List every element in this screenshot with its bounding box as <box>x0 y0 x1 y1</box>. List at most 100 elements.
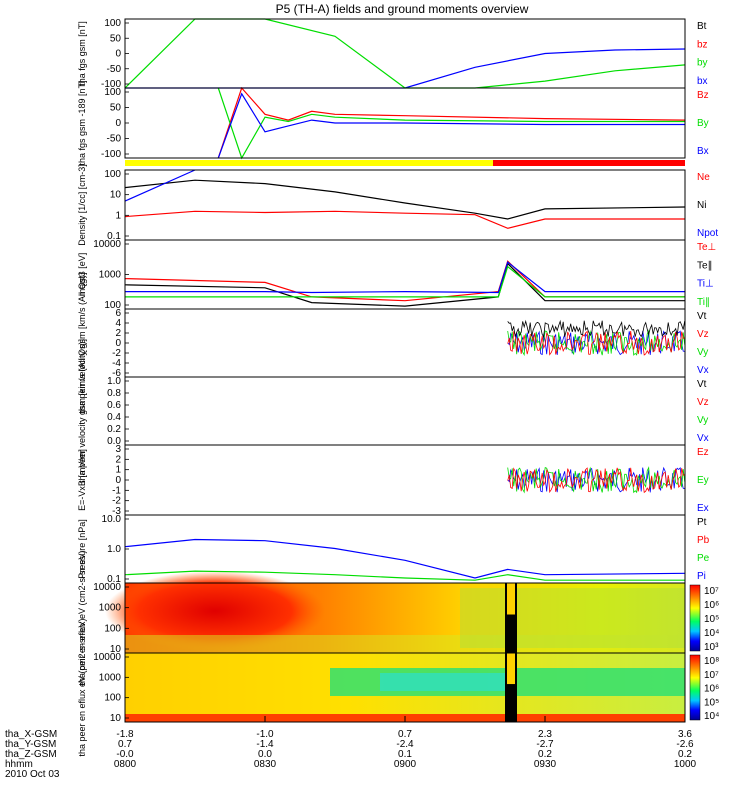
series-Bz-line <box>217 86 686 159</box>
spectrogram-cyan-region <box>380 673 510 691</box>
y-axis-label: tha peer velocity gsm [km/s (All Qs)] <box>77 339 87 483</box>
colorbar-label: 10⁴ <box>704 711 719 722</box>
legend-entry: by <box>697 58 708 69</box>
legend-entry: Vt <box>697 311 707 322</box>
series-Ni-line <box>124 179 686 220</box>
panel-frame <box>124 18 686 89</box>
legend-entry: Vx <box>697 365 709 376</box>
axis-row-label: hhmm <box>5 759 33 770</box>
spectrogram-green-region <box>460 588 685 648</box>
y-tick-label: 0.2 <box>107 424 121 435</box>
y-axis-label: tha peir en eflux eV (cm2-s-sr-eV) <box>77 550 87 685</box>
legend-entry: Ti∥ <box>697 297 710 308</box>
y-tick-label: 1.0 <box>107 544 121 555</box>
y-tick-label: -1 <box>112 485 121 496</box>
y-tick-label: 100 <box>104 623 121 634</box>
y-tick-label: 0.1 <box>107 231 121 242</box>
panel-3: Ne Ni Npot 100 10 1 0.1 Density [1/cc] [cm-3] <box>77 164 718 246</box>
legend-entry: Ex <box>697 503 709 514</box>
legend-entry: Bx <box>697 146 709 157</box>
y-tick-label: 0 <box>115 49 121 60</box>
y-tick-label: 0.0 <box>107 436 121 447</box>
axis-row-value: 0.7 <box>118 739 132 750</box>
mode-bar-slow <box>125 160 493 166</box>
axis-row-value: 1000 <box>674 759 697 770</box>
series-Ey-noise <box>507 466 686 494</box>
series-Te∥-line <box>124 262 685 307</box>
colorbar <box>689 654 701 721</box>
series-Pi-line <box>124 538 686 579</box>
axis-row-value: 0930 <box>534 759 557 770</box>
axis-row-value: 0.2 <box>538 749 552 760</box>
plot-date: 2010 Oct 03 <box>5 769 60 780</box>
series-Vy-noise <box>507 329 686 357</box>
colorbar <box>689 584 701 652</box>
y-tick-label: 10000 <box>93 582 121 593</box>
legend-entry: Vz <box>697 397 709 408</box>
legend-entry: Ey <box>697 475 709 486</box>
y-tick-label: 6 <box>115 308 121 319</box>
legend-entry: Ti⊥ <box>697 279 714 290</box>
series-Ti⊥-line <box>125 261 685 294</box>
y-tick-label: -50 <box>107 64 122 75</box>
axis-row-value: 0.2 <box>678 749 692 760</box>
panel-2: Bz By Bx 100 50 0 -50 -100 tha fgs gsm -189 [nT] <box>77 80 709 165</box>
legend-entry: Bz <box>697 90 709 101</box>
colorbar-label: 10⁵ <box>704 697 719 708</box>
y-tick-label: -4 <box>112 358 121 369</box>
series-bx-line <box>125 48 686 89</box>
y-tick-label: 10.0 <box>102 514 122 525</box>
y-tick-label: 50 <box>110 103 122 114</box>
axis-row-value: 0830 <box>254 759 277 770</box>
panel-frame <box>124 444 686 516</box>
y-tick-label: 10 <box>110 190 122 201</box>
y-tick-label: -100 <box>101 149 121 160</box>
y-axis-label: E=-VxB [mV/m] <box>77 449 87 511</box>
legend-entry: Te∥ <box>697 260 713 271</box>
y-tick-label: -3 <box>112 506 121 517</box>
y-tick-label: 0 <box>115 338 121 349</box>
colorbar-label: 10⁷ <box>704 586 719 597</box>
series-Bx-line <box>217 92 685 159</box>
y-axis-label: tha peir velocity gsm [km/s (All Qs)] <box>77 272 87 413</box>
axis-row-value: 3.6 <box>678 729 692 740</box>
y-tick-label: 10000 <box>93 652 121 663</box>
legend-entry: bz <box>697 39 708 50</box>
colorbar-label: 10⁴ <box>704 628 719 639</box>
legend-entry: Vx <box>697 433 709 444</box>
legend-entry: Vy <box>697 347 708 358</box>
legend-entry: Bt <box>697 21 707 32</box>
spectrogram-gap-fill <box>507 653 515 685</box>
axis-row-value: 0800 <box>114 759 137 770</box>
y-tick-label: 10 <box>110 713 122 724</box>
mode-bar-fast <box>493 160 685 166</box>
panel-4: Te⊥ Te∥ Ti⊥ Ti∥ 10000 1000 100 magt3 [eV] <box>77 239 716 311</box>
legend-entry: Ne <box>697 172 710 183</box>
axis-row-value: 0.1 <box>398 749 412 760</box>
colorbar-label: 10⁸ <box>704 656 719 667</box>
legend-entry: Vy <box>697 415 708 426</box>
axis-row-label: tha_Z-GSM <box>5 749 57 760</box>
spectrogram-low-band <box>125 635 685 653</box>
legend-entry: Pe <box>697 553 710 564</box>
spectrogram-gap-fill <box>507 583 515 615</box>
axis-row-value: -2.7 <box>536 739 554 750</box>
legend-entry: Ez <box>697 447 709 458</box>
axis-row-value: 0.7 <box>398 729 412 740</box>
panel-frame <box>124 308 686 378</box>
series-Vz-noise <box>507 330 685 356</box>
series-Ne-line <box>124 210 685 229</box>
y-axis-label: tha fgs gsm [nT] <box>77 21 87 86</box>
y-tick-label: -2 <box>112 496 121 507</box>
y-axis-label: Density [1/cc] [cm-3] <box>77 164 87 246</box>
y-tick-label: 0 <box>115 118 121 129</box>
colorbar-label: 10³ <box>704 642 719 653</box>
y-tick-label: 0.8 <box>107 388 121 399</box>
y-tick-label: 3 <box>115 444 121 455</box>
axis-row-value: -1.8 <box>116 729 134 740</box>
axis-row-value: -1.0 <box>256 729 274 740</box>
